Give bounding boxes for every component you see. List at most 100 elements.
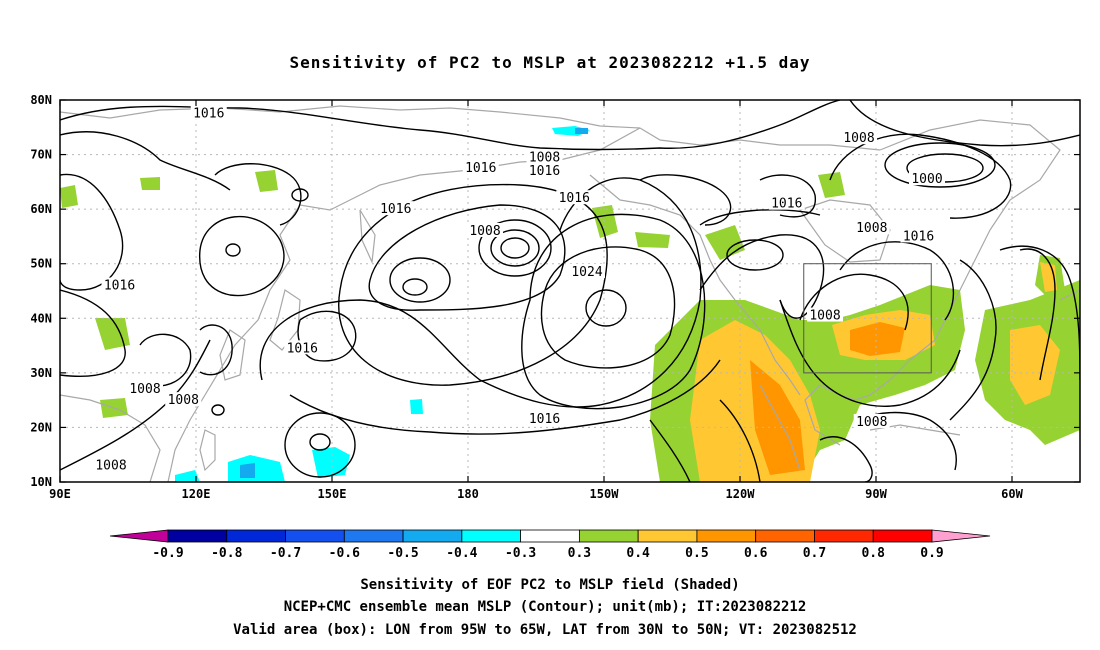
colorbar-swatch <box>167 529 228 543</box>
x-tick-label: 180 <box>457 487 479 501</box>
contour-label-bg <box>853 413 890 428</box>
colorbar-tick-label: 0.8 <box>861 546 885 561</box>
colorbar-swatch <box>637 529 698 543</box>
colorbar-tick-label: 0.4 <box>626 546 650 561</box>
y-tick-label: 20N <box>30 420 52 434</box>
colorbar-swatch <box>872 529 933 543</box>
contour-label-bg <box>101 277 138 292</box>
colorbar-tick-label: -0.4 <box>446 546 477 561</box>
contour-label-bg <box>526 162 563 177</box>
contour-label: 1016 <box>104 279 135 294</box>
colorbar-tick-label: -0.8 <box>211 546 242 561</box>
contour-label-bg <box>853 220 890 235</box>
x-tick-label: 90E <box>49 487 71 501</box>
contour-label-bg <box>841 130 877 145</box>
colorbar-tick-label: 0.6 <box>744 546 768 561</box>
x-tick-label: 150W <box>590 487 620 501</box>
y-tick-label: 40N <box>30 311 52 325</box>
valid-area-box <box>803 263 932 374</box>
colorbar-swatch <box>696 529 757 543</box>
contour-label-bg <box>93 457 129 472</box>
x-tick-label: 120W <box>726 487 756 501</box>
caption-line-1: Sensitivity of EOF PC2 to MSLP field (Sh… <box>360 577 739 593</box>
contour-label: 1016 <box>903 229 934 244</box>
contour-label: 1024 <box>571 265 602 280</box>
y-axis-tick-labels: 10N 20N 30N 40N 50N 60N 70N 80N <box>30 93 52 489</box>
colorbar-swatch <box>814 529 874 543</box>
contour-label: 1008 <box>856 221 887 236</box>
contour-label: 1008 <box>809 309 840 324</box>
y-tick-label: 30N <box>30 366 52 380</box>
contour-label: 1016 <box>529 412 560 427</box>
x-tick-label: 90W <box>865 487 887 501</box>
contour-label-bg <box>556 190 593 205</box>
y-tick-label: 60N <box>30 202 52 216</box>
colorbar-swatch <box>578 529 639 543</box>
mslp-contours <box>60 100 1080 482</box>
contour-label: 1008 <box>469 224 500 239</box>
colorbar-swatch <box>461 529 522 543</box>
contour-label: 1016 <box>193 107 224 122</box>
caption-line-3: Valid area (box): LON from 95W to 65W, L… <box>233 622 857 638</box>
contour-label-bg <box>909 171 945 186</box>
contour-label: 1008 <box>856 415 887 430</box>
contour-label: 1016 <box>465 161 496 176</box>
y-tick-label: 70N <box>30 148 52 162</box>
contour-label-bg <box>569 263 605 278</box>
colorbar-tick-label: -0.5 <box>387 546 418 561</box>
contour-label: 1000 <box>911 172 942 187</box>
contour-label: 1016 <box>771 197 802 212</box>
colorbar: -0.9 -0.8 -0.7 -0.6 -0.5 -0.4 -0.3 0.3 0.4 0.5 0.6… <box>109 529 991 561</box>
colorbar-tick-label: 0.5 <box>685 546 708 561</box>
x-tick-label: 150E <box>318 487 347 501</box>
contour-label: 1008 <box>129 382 160 397</box>
contour-label: 1008 <box>95 459 126 474</box>
colorbar-tick-label: 0.7 <box>803 546 826 561</box>
colorbar-swatch <box>520 529 580 543</box>
colorbar-tick-label: -0.6 <box>329 546 360 561</box>
colorbar-tick-label: 0.9 <box>920 546 943 561</box>
contour-label: 1008 <box>168 393 199 408</box>
contour-label-bg <box>768 195 805 210</box>
colorbar-swatch <box>226 529 286 543</box>
contour-label: 1008 <box>843 131 874 146</box>
shading-negative-blue <box>240 128 588 478</box>
colorbar-tick-label: -0.9 <box>152 546 183 561</box>
x-tick-label: 120E <box>182 487 211 501</box>
contour-label-bg <box>377 201 414 216</box>
caption-line-2: NCEP+CMC ensemble mean MSLP (Contour); u… <box>284 599 807 615</box>
contour-label: 1016 <box>559 191 590 206</box>
contour-label: 1016 <box>380 202 411 217</box>
contour-label-bg <box>190 105 227 120</box>
y-tick-label: 10N <box>30 475 52 489</box>
colorbar-swatch <box>755 529 815 543</box>
x-tick-label: 60W <box>1001 487 1023 501</box>
colorbar-high-arrow <box>931 529 991 543</box>
map-frame <box>59 99 1081 483</box>
contour-label: 1008 <box>529 150 560 165</box>
colorbar-tick-label: 0.3 <box>568 546 591 561</box>
colorbar-swatch <box>402 529 463 543</box>
y-tick-label: 80N <box>30 93 52 107</box>
contour-label-bg <box>467 222 503 237</box>
map-panel: 1016 1016 1008 1016 1016 1016 1008 1016 1024 1016… <box>30 93 1081 501</box>
colorbar-tick-label: -0.3 <box>505 546 536 561</box>
contour-label-bg <box>526 411 563 426</box>
colorbar-tick-label: -0.7 <box>270 546 301 561</box>
contour-label-bg <box>526 149 563 164</box>
contour-label-bg <box>807 307 843 322</box>
contour-label: 1016 <box>287 341 318 356</box>
y-tick-label: 50N <box>30 257 52 271</box>
colorbar-low-arrow <box>109 529 169 543</box>
colorbar-swatch <box>285 529 345 543</box>
contour-label-bg <box>165 392 202 407</box>
map-title: Sensitivity of PC2 to MSLP at 2023082212… <box>289 53 810 72</box>
map-background <box>60 100 1080 482</box>
tick-marks <box>59 99 1080 483</box>
contour-label-bg <box>284 340 321 355</box>
contour-label-bg <box>127 381 163 396</box>
x-axis-tick-labels: 90E 120E 150E 180 150W 120W 90W 60W <box>49 487 1023 501</box>
contour-labels: 1016 1016 1008 1016 1016 1016 1008 1016 1024 1016… <box>93 105 945 474</box>
contour-label-bg <box>900 228 937 243</box>
